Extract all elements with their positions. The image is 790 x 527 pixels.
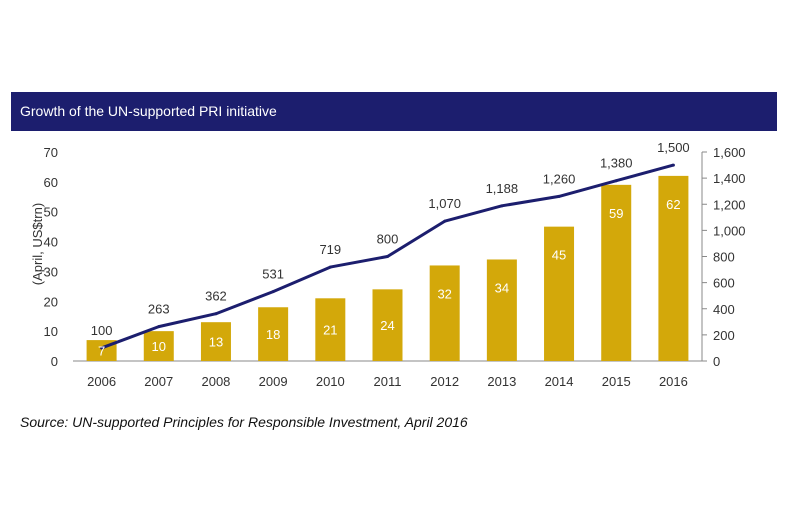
bar	[429, 265, 460, 361]
line-point	[157, 325, 161, 329]
bar	[658, 175, 689, 361]
bar-value-label: 32	[437, 286, 451, 301]
y-right-tick-label: 1,000	[713, 223, 746, 238]
bar	[143, 331, 174, 361]
line-point	[671, 163, 675, 167]
line-point	[443, 219, 447, 223]
line-value-label: 531	[262, 267, 284, 282]
bar-value-label: 62	[666, 197, 680, 212]
y-right-tick-label: 800	[713, 250, 735, 265]
y-left-tick-label: 40	[44, 235, 58, 250]
bar-value-label: 18	[266, 327, 280, 342]
x-tick-label: 2012	[430, 374, 459, 389]
x-tick-label: 2013	[487, 374, 516, 389]
line-point	[386, 255, 389, 258]
x-tick-label: 2009	[259, 374, 288, 389]
line-value-label: 1,260	[543, 171, 576, 186]
bar-value-label: 7	[98, 344, 105, 359]
line-value-label: 1,500	[657, 140, 690, 155]
line-point	[500, 204, 504, 208]
line-point	[614, 179, 618, 183]
bar	[372, 289, 403, 361]
line-point	[557, 194, 561, 198]
x-tick-label: 2014	[545, 374, 574, 389]
y-left-tick-label: 0	[51, 354, 58, 369]
chart-header: Growth of the UN-supported PRI initiativ…	[11, 92, 777, 131]
y-right-tick-label: 0	[713, 354, 720, 369]
chart-title: Growth of the UN-supported PRI initiativ…	[20, 103, 277, 119]
y-right-tick-label: 1,200	[713, 197, 746, 212]
line-value-label: 1,188	[486, 181, 519, 196]
line-value-label: 800	[377, 232, 399, 247]
line-value-label: 1,070	[428, 196, 461, 211]
x-tick-label: 2007	[144, 374, 173, 389]
x-tick-label: 2008	[201, 374, 230, 389]
chart-plot: (April, US$trn) 0 10 20 30 40 50 60 70 0 200 400 60…	[30, 140, 746, 389]
x-tick-label: 2011	[374, 374, 402, 389]
bar-value-label: 59	[609, 206, 623, 221]
y-right-tick-label: 400	[713, 302, 735, 317]
bar	[315, 298, 346, 361]
line-point	[100, 346, 104, 350]
y-left-tick-label: 60	[44, 175, 58, 190]
line-point	[214, 312, 218, 316]
y-right-tick-label: 1,400	[713, 171, 746, 186]
bar-value-label: 45	[552, 248, 566, 263]
y-right-tick-label: 600	[713, 276, 735, 291]
y-left-tick-label: 10	[44, 324, 58, 339]
line-value-label: 362	[205, 289, 227, 304]
y-right-tick-label: 1,600	[713, 145, 746, 160]
y-left-tick-label: 30	[44, 264, 58, 279]
bar	[601, 184, 632, 361]
line-value-label: 100	[91, 323, 113, 338]
bar	[544, 226, 575, 361]
bar	[200, 322, 231, 361]
y-right-tick-label: 200	[713, 328, 735, 343]
bar-value-label: 13	[209, 335, 223, 350]
line-value-label: 719	[319, 242, 341, 257]
x-tick-label: 2006	[87, 374, 116, 389]
y-left-tick-label: 20	[44, 294, 58, 309]
chart-source: Source: UN-supported Principles for Resp…	[20, 414, 468, 430]
y-left-tick-label: 70	[44, 145, 58, 160]
x-tick-label: 2010	[316, 374, 345, 389]
line-value-label: 1,380	[600, 156, 633, 171]
line-value-label: 263	[148, 302, 170, 317]
bar	[486, 259, 517, 361]
bar	[258, 307, 289, 361]
line-point	[271, 290, 275, 294]
bar-value-label: 21	[323, 323, 337, 338]
y-axis-left-label: (April, US$trn)	[30, 203, 45, 285]
bar-value-label: 34	[495, 280, 509, 295]
x-tick-label: 2015	[602, 374, 631, 389]
line-point	[328, 265, 332, 269]
y-left-tick-label: 50	[44, 205, 58, 220]
x-tick-label: 2016	[659, 374, 688, 389]
bar-value-label: 24	[380, 318, 394, 333]
bar-value-label: 10	[152, 339, 166, 354]
